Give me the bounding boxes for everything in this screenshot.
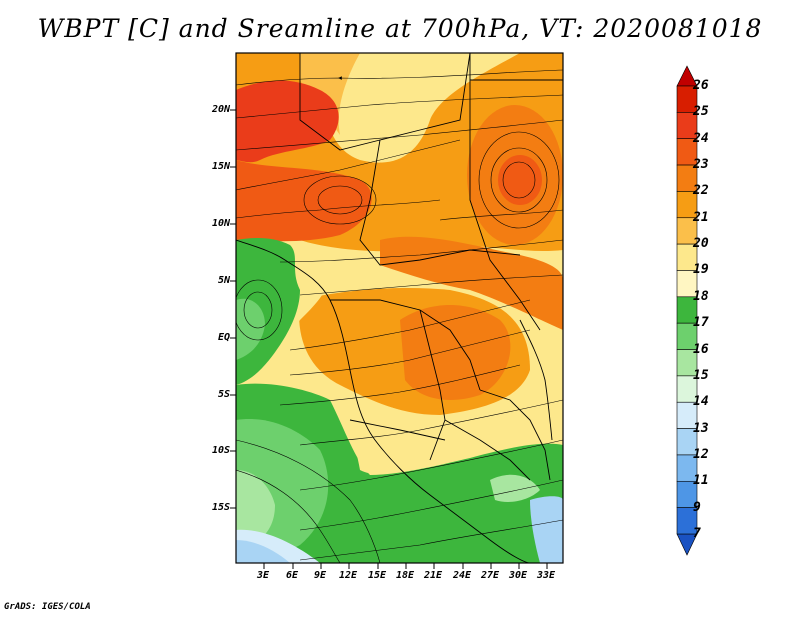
colorbar: [676, 65, 698, 556]
colorbar-label: 19: [693, 262, 709, 278]
country-borders: [236, 53, 563, 563]
colorbar-label: 7: [693, 526, 701, 541]
lat-label: 15S: [211, 502, 230, 513]
streamlines: [236, 69, 563, 563]
wbpt-region-13-sw: [236, 540, 290, 563]
lat-label: EQ: [217, 332, 230, 343]
wbpt-region-22-central: [380, 236, 563, 330]
axis-ticks: [230, 109, 548, 569]
wbpt-region-14-se: [530, 496, 563, 563]
colorbar-label: 25: [693, 104, 709, 120]
colorbar-label: 23: [693, 157, 709, 173]
chart-title: WBPT [C] and Sreamline at 700hPa, VT: 20…: [37, 14, 763, 43]
lon-label: 21E: [424, 570, 443, 581]
lat-label: 5N: [217, 275, 230, 286]
lon-label: 27E: [481, 570, 500, 581]
colorbar-label: 24: [693, 130, 709, 146]
colorbar-label: 21: [693, 209, 709, 225]
colorbar-label: 12: [693, 446, 709, 462]
credit-text: GrADS: IGES/COLA: [4, 602, 91, 612]
colorbar-label: 20: [693, 236, 709, 252]
lon-label: 9E: [314, 570, 327, 581]
wbpt-region-20-north: [300, 53, 360, 135]
colorbar-label: 18: [693, 288, 709, 304]
lon-label: 33E: [537, 570, 556, 581]
colorbar-label: 16: [693, 341, 709, 357]
wbpt-region-19-north: [326, 53, 520, 163]
wbpt-region-16-west: [236, 298, 265, 360]
wbpt-region-22-south: [400, 305, 511, 400]
colorbar-label: 9: [693, 499, 701, 515]
lat-label: 20N: [211, 104, 230, 115]
wbpt-region-16-se: [490, 474, 540, 502]
colorbar-label: 17: [693, 315, 709, 331]
lon-label: 30E: [509, 570, 528, 581]
colorbar-label: 14: [693, 394, 709, 410]
lon-label: 3E: [257, 570, 270, 581]
lat-label: 5S: [217, 389, 230, 400]
lon-label: 18E: [396, 570, 415, 581]
wbpt-region-23-ne: [498, 155, 542, 205]
lon-label: 12E: [339, 570, 358, 581]
lat-label: 10S: [211, 445, 230, 456]
lat-label: 15N: [211, 161, 230, 172]
map-panel: [236, 53, 563, 563]
lat-label: 10N: [211, 218, 230, 229]
lon-label: 24E: [453, 570, 472, 581]
lon-label: 6E: [286, 570, 299, 581]
wbpt-region-23-nw: [236, 80, 339, 163]
colorbar-label: 13: [693, 420, 709, 436]
map-frame: [235, 52, 564, 564]
colorbar-label: 26: [693, 78, 709, 93]
lon-label: 15E: [368, 570, 387, 581]
colorbar-label: 11: [693, 473, 709, 489]
colorbar-label: 22: [693, 183, 709, 199]
colorbar-segment: [676, 507, 698, 535]
colorbar-label: 15: [693, 367, 709, 383]
